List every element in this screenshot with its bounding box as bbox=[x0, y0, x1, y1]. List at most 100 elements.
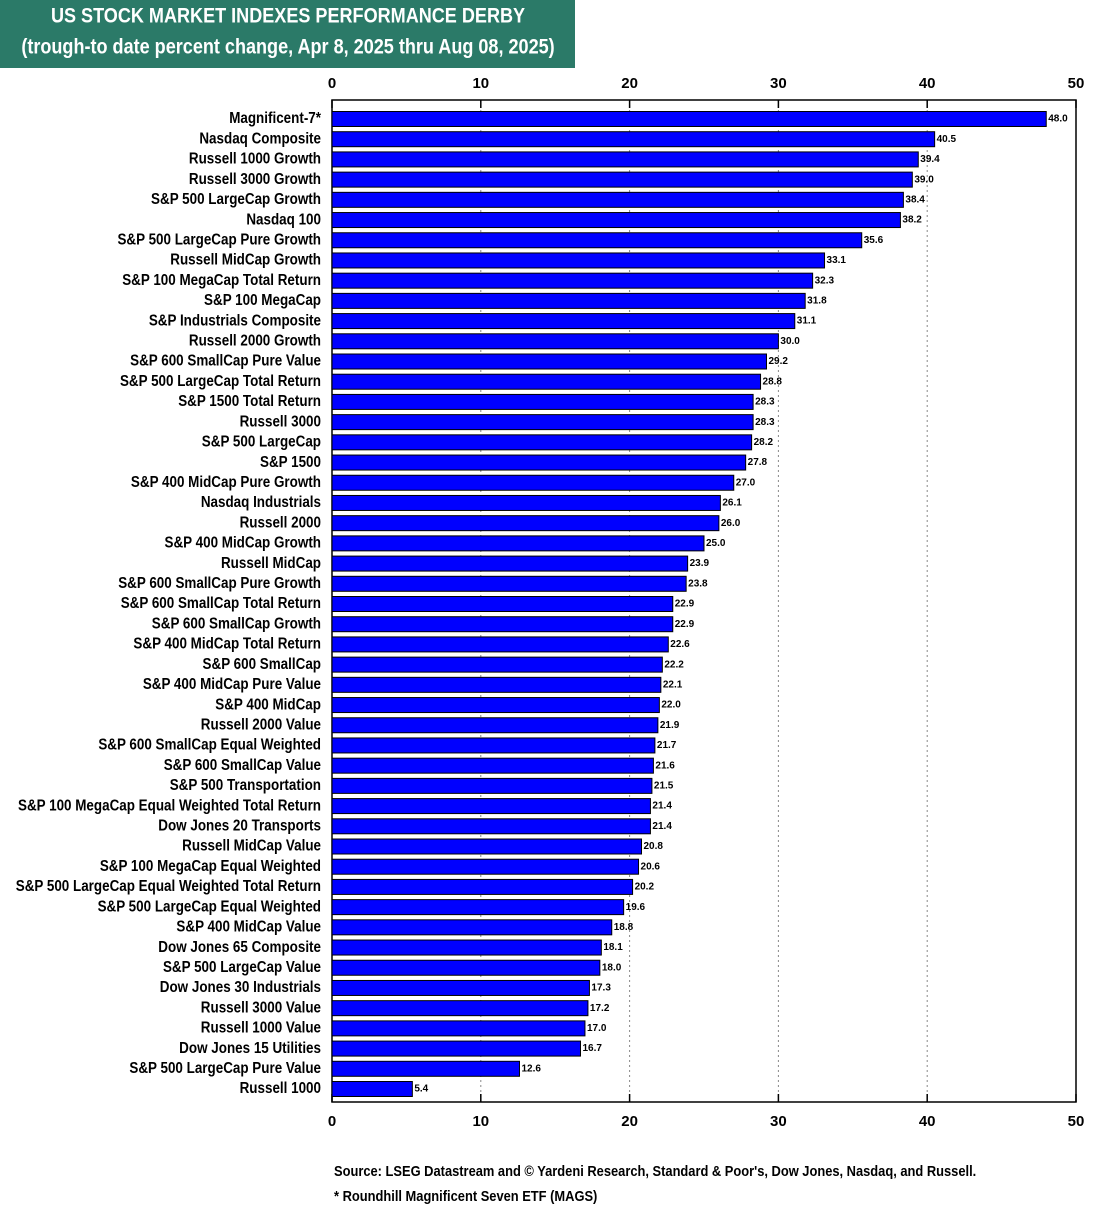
bar bbox=[331, 232, 863, 249]
value-label: 21.7 bbox=[657, 740, 677, 751]
y-tick-label: S&P 600 SmallCap Total Return bbox=[121, 595, 321, 612]
value-label: 27.8 bbox=[748, 457, 768, 468]
value-label: 26.1 bbox=[722, 498, 742, 509]
chart-subtitle: (trough-to date percent change, Apr 8, 2… bbox=[21, 35, 554, 59]
label-group: Dow Jones 20 Transports bbox=[158, 818, 321, 835]
value-label: 26.0 bbox=[721, 518, 741, 529]
y-tick-label: S&P 400 MidCap Value bbox=[176, 919, 321, 936]
bar bbox=[331, 393, 754, 410]
label-group: S&P 500 LargeCap Pure Value bbox=[129, 1060, 321, 1077]
bar bbox=[331, 373, 762, 390]
value-label: 18.1 bbox=[603, 942, 623, 953]
bar bbox=[331, 858, 640, 875]
bar bbox=[331, 151, 919, 168]
value-label: 32.3 bbox=[815, 275, 835, 286]
label-group: Russell 2000 Growth bbox=[189, 333, 321, 350]
value-label: 21.9 bbox=[660, 720, 680, 731]
bar bbox=[331, 454, 747, 471]
value-label: 18.8 bbox=[614, 922, 634, 933]
value-label: 21.4 bbox=[652, 821, 672, 832]
bar bbox=[331, 818, 651, 835]
label-group: S&P 500 Transportation bbox=[170, 777, 321, 794]
label-group: S&P 600 SmallCap Pure Growth bbox=[118, 575, 321, 592]
y-tick-label: Dow Jones 65 Composite bbox=[158, 939, 321, 956]
value-label: 5.4 bbox=[414, 1084, 428, 1095]
bar bbox=[331, 292, 806, 309]
x-tick-label: 40 bbox=[919, 1113, 936, 1130]
value-label: 39.0 bbox=[914, 174, 934, 185]
bar bbox=[331, 636, 669, 653]
bar bbox=[331, 616, 674, 633]
label-group: Russell 3000 Growth bbox=[189, 171, 321, 188]
y-tick-label: S&P 400 MidCap Total Return bbox=[133, 636, 321, 653]
bar bbox=[331, 798, 651, 815]
value-label: 21.6 bbox=[655, 760, 675, 771]
x-tick-label: 10 bbox=[472, 75, 489, 92]
bar bbox=[331, 1060, 520, 1077]
value-label: 20.8 bbox=[644, 841, 664, 852]
label-group: S&P 100 MegaCap Equal Weighted Total Ret… bbox=[18, 797, 321, 814]
x-tick-label: 20 bbox=[621, 75, 638, 92]
label-group: S&P 500 LargeCap Equal Weighted Total Re… bbox=[16, 878, 321, 895]
label-group: S&P 100 MegaCap bbox=[204, 292, 321, 309]
y-tick-label: S&P 500 LargeCap Total Return bbox=[120, 373, 321, 390]
y-tick-label: S&P 400 MidCap Growth bbox=[165, 535, 321, 552]
value-label: 27.0 bbox=[736, 477, 756, 488]
y-tick-label: Nasdaq Industrials bbox=[201, 494, 321, 511]
y-tick-label: S&P 100 MegaCap Total Return bbox=[122, 272, 321, 289]
bar bbox=[331, 1000, 589, 1017]
y-tick-label: S&P 600 SmallCap bbox=[203, 656, 321, 673]
y-tick-label: Russell MidCap Growth bbox=[170, 252, 321, 269]
y-tick-label: Russell 3000 bbox=[240, 413, 321, 430]
bar bbox=[331, 171, 913, 188]
bar bbox=[331, 212, 901, 229]
y-tick-label: Nasdaq 100 bbox=[246, 211, 321, 228]
label-group: Nasdaq Composite bbox=[199, 130, 321, 147]
label-group: S&P 100 MegaCap Total Return bbox=[122, 272, 321, 289]
value-label: 22.2 bbox=[664, 659, 684, 670]
label-group: S&P 400 MidCap bbox=[215, 696, 321, 713]
label-group: Dow Jones 30 Industrials bbox=[160, 979, 321, 996]
label-group: S&P 1500 Total Return bbox=[178, 393, 321, 410]
bar bbox=[331, 899, 625, 916]
value-label: 28.3 bbox=[755, 397, 775, 408]
y-tick-label: S&P 500 LargeCap Value bbox=[163, 959, 321, 976]
value-label: 22.9 bbox=[675, 599, 695, 610]
y-tick-label: S&P 500 LargeCap Growth bbox=[151, 191, 321, 208]
y-tick-label: S&P 600 SmallCap Equal Weighted bbox=[98, 737, 321, 754]
y-tick-label: Russell 1000 Growth bbox=[189, 151, 321, 168]
label-group: Russell 1000 bbox=[240, 1080, 321, 1097]
label-group: Russell 1000 Growth bbox=[189, 151, 321, 168]
label-group: S&P 400 MidCap Pure Value bbox=[143, 676, 321, 693]
y-tick-label: S&P 400 MidCap Pure Value bbox=[143, 676, 321, 693]
bar bbox=[331, 252, 826, 269]
bar bbox=[331, 1020, 586, 1037]
bar bbox=[331, 272, 814, 289]
label-group: S&P 1500 bbox=[260, 454, 321, 471]
value-label: 22.9 bbox=[675, 619, 695, 630]
bar bbox=[331, 838, 643, 855]
value-label: 25.0 bbox=[706, 538, 726, 549]
value-label: 23.9 bbox=[690, 558, 710, 569]
chart-title: US STOCK MARKET INDEXES PERFORMANCE DERB… bbox=[51, 4, 525, 28]
value-label: 38.2 bbox=[902, 215, 922, 226]
value-label: 31.1 bbox=[797, 316, 817, 327]
y-tick-label: Magnificent-7* bbox=[229, 110, 321, 127]
bar bbox=[331, 474, 735, 491]
bar bbox=[331, 979, 590, 996]
y-tick-label: S&P 600 SmallCap Pure Growth bbox=[118, 575, 321, 592]
bar bbox=[331, 697, 660, 714]
x-tick-label: 50 bbox=[1068, 75, 1085, 92]
y-tick-label: S&P 500 LargeCap bbox=[202, 434, 321, 451]
y-tick-label: Russell 3000 Growth bbox=[189, 171, 321, 188]
source-note: Source: LSEG Datastream and © Yardeni Re… bbox=[334, 1162, 976, 1179]
value-label: 17.2 bbox=[590, 1003, 610, 1014]
label-group: Dow Jones 15 Utilities bbox=[179, 1040, 321, 1057]
y-tick-label: S&P 500 Transportation bbox=[170, 777, 321, 794]
label-group: S&P 600 SmallCap Growth bbox=[152, 615, 321, 632]
bar bbox=[331, 575, 687, 592]
bar bbox=[331, 555, 689, 572]
label-group: S&P 600 SmallCap bbox=[203, 656, 321, 673]
y-tick-label: Dow Jones 30 Industrials bbox=[160, 979, 321, 996]
